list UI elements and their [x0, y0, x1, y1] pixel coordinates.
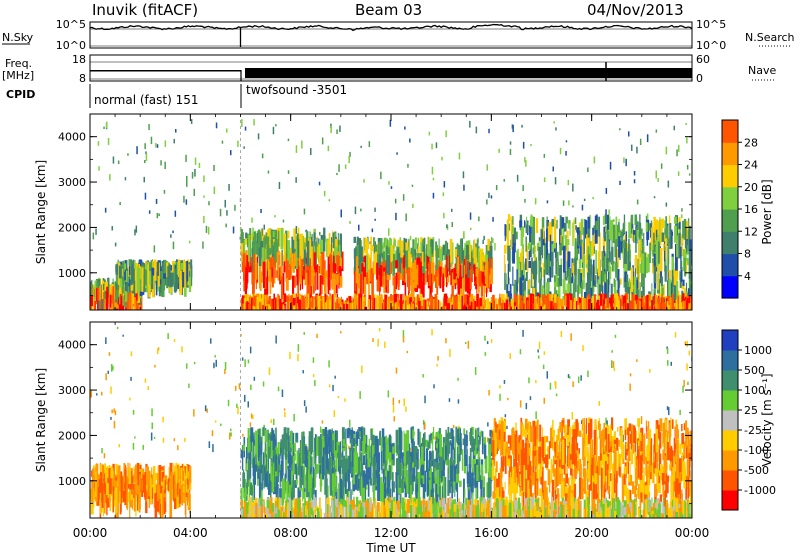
- noise-left-tick-top: 10^5: [56, 18, 86, 31]
- velocity-panel: 4000 3000 2000 1000 Slant Range [km]: [34, 321, 693, 519]
- power-colorbar: 28 24 20 16 12 8 4: [721, 119, 758, 299]
- x-axis-label: Time UT: [365, 541, 416, 554]
- y-tick-label: 3000: [58, 384, 86, 397]
- noise-trace: [89, 23, 693, 47]
- colorbar-tick-label: 500: [744, 364, 765, 377]
- velocity-heatmap: [90, 322, 692, 518]
- x-tick-label: 16:00: [474, 526, 509, 540]
- station-title: Inuvik (fitACF): [92, 1, 198, 19]
- colorbar-swatch: [722, 330, 738, 351]
- colorbar-swatch: [722, 450, 738, 471]
- colorbar-tick-label: 4: [744, 270, 751, 283]
- x-tick-label: 08:00: [273, 526, 308, 540]
- cpid-segment-2: twofsound -3501: [246, 83, 347, 97]
- noise-left-tick-bottom: 10^0: [56, 39, 86, 52]
- colorbar-swatch: [722, 490, 738, 511]
- colorbar-tick-label: 24: [744, 159, 758, 172]
- colorbar-tick-label: 1000: [744, 344, 772, 357]
- freq-label-top: Freq.: [5, 57, 32, 70]
- frequency-band: [245, 68, 692, 78]
- colorbar-tick-label: -25: [744, 424, 762, 437]
- y-tick-label: 1000: [58, 475, 86, 488]
- colorbar-swatch: [722, 370, 738, 391]
- colorbar-swatch: [722, 186, 738, 210]
- freq-label-bottom: [MHz]: [2, 69, 34, 82]
- noise-right-tick-top: 10^5: [696, 18, 726, 31]
- date-title: 04/Nov/2013: [587, 1, 684, 19]
- x-tick-label: 20:00: [574, 526, 609, 540]
- colorbar-swatch: [722, 275, 738, 299]
- power-colorbar-label: Power [dB]: [760, 179, 774, 244]
- colorbar-swatch: [722, 430, 738, 451]
- time-axis: 00:00 04:00 08:00 12:00 16:00 20:00 00:00: [73, 114, 710, 540]
- frequency-panel: Freq. [MHz] 18 8 60 0 Nave: [2, 53, 776, 85]
- colorbar-swatch: [722, 120, 738, 143]
- colorbar-swatch: [722, 350, 738, 371]
- cpid-label: CPID: [6, 88, 35, 101]
- power-heatmap: [90, 114, 692, 310]
- noise-sky-label: N.Sky: [2, 31, 34, 44]
- y-tick-label: 1000: [58, 267, 86, 280]
- colorbar-tick-label: 28: [744, 136, 758, 149]
- nave-tick-top: 60: [696, 53, 710, 66]
- power-ylabel: Slant Range [km]: [34, 160, 48, 264]
- nave-tick-bottom: 0: [696, 72, 703, 85]
- colorbar-tick-label: -1000: [744, 484, 776, 497]
- colorbar-tick-label: 8: [744, 248, 751, 261]
- colorbar-tick-label: 100: [744, 384, 765, 397]
- cpid-panel: CPID normal (fast) 151 twofsound -3501: [6, 83, 347, 108]
- colorbar-tick-label: 12: [744, 225, 758, 238]
- colorbar-swatch: [722, 209, 738, 232]
- x-tick-label: 12:00: [374, 526, 409, 540]
- colorbar-tick-label: 16: [744, 203, 758, 216]
- cpid-segment-1: normal (fast) 151: [94, 93, 198, 107]
- colorbar-swatch: [722, 253, 738, 277]
- x-tick-label: 00:00: [675, 526, 710, 540]
- y-tick-label: 2000: [58, 221, 86, 234]
- colorbar-swatch: [722, 390, 738, 411]
- nave-label: Nave: [748, 64, 776, 77]
- colorbar-swatch: [722, 231, 738, 255]
- y-tick-label: 3000: [58, 176, 86, 189]
- velocity-ylabel: Slant Range [km]: [34, 368, 48, 472]
- noise-panel: N.Sky 10^5 10^0 10^5 10^0 N.Search: [2, 18, 795, 52]
- colorbar-swatch: [722, 470, 738, 491]
- x-tick-label: 04:00: [173, 526, 208, 540]
- x-tick-label: 00:00: [73, 526, 108, 540]
- colorbar-tick-label: 25: [744, 404, 758, 417]
- noise-right-tick-bottom: 10^0: [696, 39, 726, 52]
- colorbar-tick-label: -500: [744, 464, 769, 477]
- beam-title: Beam 03: [355, 1, 422, 19]
- y-tick-label: 4000: [58, 131, 86, 144]
- freq-tick-top: 18: [72, 53, 86, 66]
- colorbar-swatch: [722, 142, 738, 166]
- freq-tick-bottom: 8: [79, 72, 86, 85]
- noise-search-label: N.Search: [745, 31, 795, 44]
- power-panel: 4000 3000 2000 1000 Slant Range [km]: [34, 113, 693, 311]
- colorbar-swatch: [722, 410, 738, 431]
- y-tick-label: 2000: [58, 429, 86, 442]
- colorbar-swatch: [722, 164, 738, 188]
- velocity-colorbar: 1000 500 100 25 -25 -100 -500 -1000: [721, 329, 776, 511]
- velocity-colorbar-label: Velocity [m s⁻¹]: [760, 373, 774, 466]
- y-tick-label: 4000: [58, 339, 86, 352]
- colorbar-tick-label: 20: [744, 181, 758, 194]
- colorbar-tick-label: -100: [744, 444, 769, 457]
